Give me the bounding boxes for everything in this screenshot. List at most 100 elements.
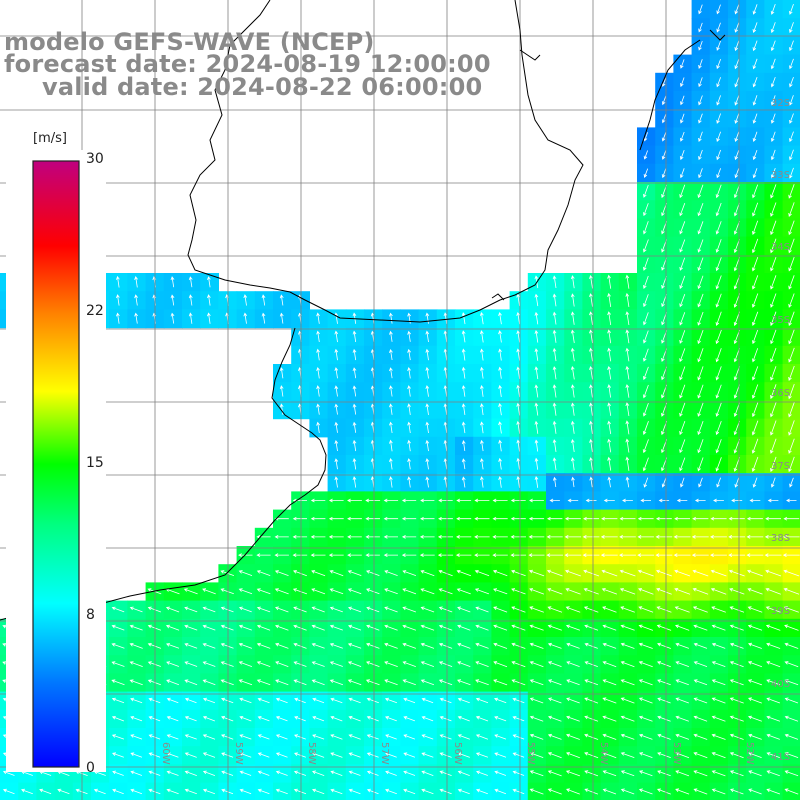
- wind-arrow: [589, 420, 593, 434]
- wind-arrow: [643, 150, 648, 160]
- wind-arrow: [334, 330, 339, 343]
- wind-arrow: [752, 113, 758, 124]
- wind-arrow: [679, 293, 686, 308]
- wind-arrow: [421, 752, 434, 758]
- wind-arrow: [385, 770, 397, 776]
- wind-arrow: [420, 624, 435, 631]
- wind-arrow: [220, 661, 234, 667]
- wind-arrow: [438, 606, 453, 613]
- wind-arrow: [129, 679, 143, 686]
- wind-arrow: [783, 587, 800, 595]
- wind-arrow: [637, 569, 654, 577]
- wind-arrow: [729, 715, 744, 722]
- wind-arrow: [256, 661, 271, 667]
- wind-arrow: [516, 311, 521, 325]
- wind-arrow: [202, 624, 216, 631]
- wind-arrow: [294, 752, 306, 758]
- wind-arrow: [639, 770, 653, 777]
- wind-arrow: [715, 329, 722, 345]
- wind-arrow: [693, 752, 708, 759]
- wind-arrow: [239, 770, 252, 776]
- wind-arrow: [329, 661, 343, 667]
- wind-arrow: [510, 553, 527, 557]
- wind-arrow: [679, 384, 686, 399]
- wind-arrow: [112, 752, 124, 758]
- wind-arrow: [729, 770, 744, 777]
- wind-arrow: [461, 421, 466, 434]
- wind-arrow: [257, 770, 270, 776]
- wind-arrow: [697, 402, 704, 417]
- wind-arrow: [257, 752, 270, 758]
- wind-arrow: [548, 715, 562, 722]
- wind-arrow: [493, 642, 508, 649]
- wind-arrow: [425, 330, 430, 343]
- wind-arrow: [589, 476, 594, 488]
- wind-arrow: [657, 770, 671, 777]
- wind-arrow: [547, 624, 562, 631]
- wind-arrow: [425, 312, 430, 324]
- wind-arrow: [770, 76, 776, 88]
- wind-arrow: [570, 275, 575, 289]
- wind-arrow: [529, 697, 544, 704]
- wind-arrow: [584, 770, 599, 777]
- wind-arrow: [679, 202, 686, 217]
- wind-arrow: [461, 476, 466, 488]
- wind-arrow: [748, 770, 762, 777]
- wind-arrow: [238, 606, 252, 613]
- wind-cell: [273, 782, 292, 800]
- wind-arrow: [770, 420, 777, 436]
- wind-arrow: [407, 421, 411, 434]
- wind-cell: [254, 782, 274, 800]
- wind-arrow: [584, 715, 599, 722]
- wind-arrow: [583, 606, 599, 613]
- wind-arrow: [715, 257, 722, 272]
- wind-arrow: [552, 476, 557, 488]
- wind-arrow: [474, 553, 490, 557]
- wind-arrow: [389, 330, 393, 342]
- wind-arrow: [547, 752, 562, 759]
- wind-arrow: [734, 22, 740, 33]
- wind-arrow: [294, 734, 306, 740]
- wind-arrow: [365, 553, 380, 557]
- wind-arrow: [589, 384, 593, 398]
- wind-arrow: [680, 113, 685, 124]
- wind-arrow: [729, 679, 744, 686]
- wind-arrow: [770, 275, 777, 290]
- colorbar-tick-8: 8: [86, 607, 95, 623]
- wind-arrow: [403, 734, 416, 740]
- wind-arrow: [111, 624, 125, 631]
- wind-arrow: [134, 275, 138, 288]
- wind-arrow: [420, 606, 435, 613]
- longitude-label: 59W: [233, 742, 244, 765]
- wind-arrow: [607, 311, 612, 326]
- wind-arrow: [479, 330, 484, 343]
- wind-arrow: [130, 716, 143, 722]
- wind-arrow: [443, 366, 448, 379]
- wind-arrow: [443, 312, 448, 324]
- latitude-label: 33S: [771, 170, 790, 181]
- wind-arrow: [366, 788, 379, 795]
- wind-arrow: [601, 569, 618, 577]
- wind-arrow: [661, 95, 667, 106]
- wind-arrow: [130, 697, 143, 704]
- wind-arrow: [716, 77, 721, 88]
- wind-arrow: [207, 312, 211, 324]
- wind-arrow: [752, 184, 759, 199]
- wind-arrow: [475, 752, 489, 758]
- wind-arrow: [130, 770, 143, 776]
- wind-arrow: [529, 752, 544, 758]
- wind-arrow: [680, 131, 685, 142]
- wind-arrow: [461, 403, 466, 415]
- wind-arrow: [275, 624, 289, 631]
- wind-arrow: [584, 788, 599, 795]
- wind-arrow: [770, 402, 777, 418]
- wind-arrow: [534, 402, 539, 416]
- wind-arrow: [402, 606, 417, 613]
- wind-arrow: [352, 403, 357, 415]
- wind-arrow: [767, 498, 779, 503]
- wind-arrow: [786, 498, 797, 503]
- wind-arrow: [766, 715, 781, 722]
- wind-arrow: [510, 516, 526, 521]
- wind-arrow: [656, 606, 672, 613]
- wind-arrow: [111, 679, 125, 686]
